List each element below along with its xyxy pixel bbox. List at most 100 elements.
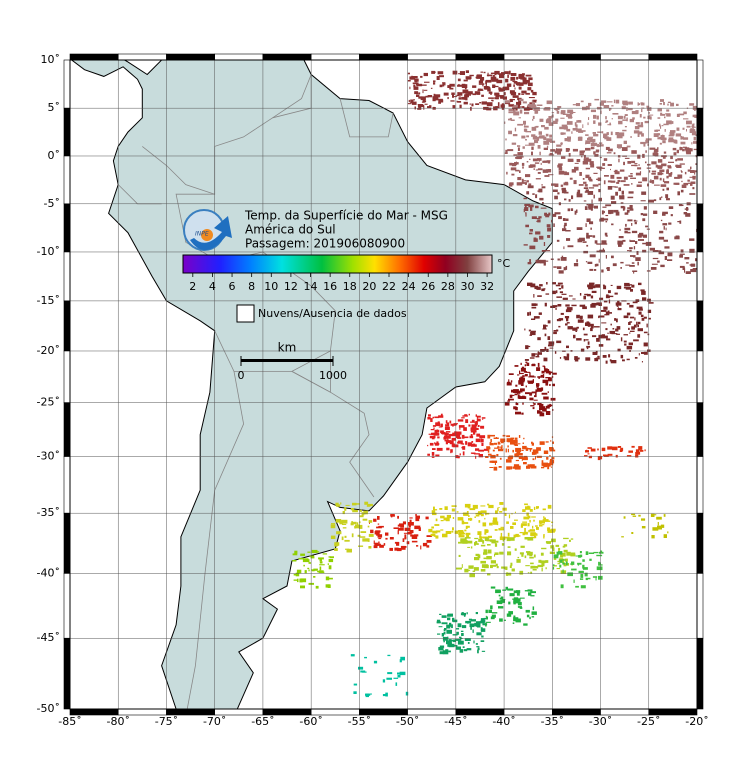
sst-speck (616, 333, 620, 335)
sst-speck (446, 441, 451, 443)
sst-speck (626, 312, 631, 316)
sst-speck (597, 355, 600, 358)
sst-speck (553, 120, 558, 124)
sst-speck (512, 522, 516, 525)
sst-speck (600, 550, 603, 552)
sst-speck (546, 160, 551, 162)
sst-speck (627, 219, 633, 222)
sst-speck (625, 287, 632, 290)
sst-speck (549, 347, 554, 349)
sst-speck (569, 563, 573, 565)
sst-speck (480, 425, 485, 429)
sst-speck (589, 138, 596, 143)
sst-speck (535, 355, 540, 358)
sst-speck (490, 104, 493, 106)
sst-speck (500, 526, 504, 528)
sst-speck (484, 532, 487, 535)
sst-speck (500, 599, 505, 603)
sst-speck (428, 414, 431, 417)
sst-speck (314, 551, 320, 553)
sst-speck (477, 531, 482, 535)
sst-speck (590, 109, 596, 113)
sst-speck (601, 240, 607, 244)
sst-speck (526, 126, 528, 128)
frame-segment (696, 59, 704, 109)
sst-speck (449, 83, 455, 87)
sst-speck (622, 208, 625, 211)
sst-speck (478, 83, 485, 85)
sst-speck (367, 538, 370, 542)
sst-speck (493, 442, 497, 445)
sst-speck (568, 199, 571, 202)
sst-speck (351, 521, 357, 525)
sst-speck (364, 656, 367, 659)
sst-speck (310, 556, 315, 559)
sst-speck (608, 290, 611, 294)
sst-speck (632, 328, 634, 330)
sst-speck (318, 571, 325, 574)
sst-speck (560, 552, 566, 557)
sst-speck (496, 566, 499, 569)
sst-speck (487, 449, 490, 453)
sst-speck (554, 150, 558, 154)
sst-speck (533, 294, 535, 298)
sst-speck (400, 545, 406, 550)
sst-speck (619, 449, 623, 452)
sst-speck (629, 118, 634, 123)
sst-speck (529, 372, 531, 376)
sst-speck (507, 448, 509, 453)
sst-speck (646, 323, 648, 328)
sst-speck (397, 530, 399, 535)
sst-speck (522, 180, 526, 182)
sst-speck (598, 551, 604, 554)
sst-speck (576, 338, 582, 341)
sst-speck (526, 465, 531, 469)
sst-speck (319, 566, 322, 571)
sst-speck (488, 504, 494, 509)
sst-speck (624, 227, 631, 231)
sst-speck (577, 562, 582, 565)
sst-speck (671, 121, 674, 124)
frame-segment (63, 350, 71, 403)
sst-speck (642, 249, 647, 253)
sst-speck (461, 564, 463, 568)
sst-speck (553, 266, 557, 268)
sst-speck (465, 419, 469, 423)
sst-speck (435, 535, 439, 539)
sst-speck (515, 384, 518, 387)
sst-speck (562, 545, 566, 548)
sst-speck (523, 437, 525, 440)
sst-speck (631, 326, 635, 330)
sst-speck (565, 561, 568, 566)
sst-speck (413, 84, 416, 88)
sst-speck (588, 455, 592, 459)
sst-speck (527, 312, 530, 316)
sst-speck (462, 415, 468, 417)
sst-speck (567, 245, 574, 248)
sst-speck (517, 123, 523, 126)
sst-speck (469, 74, 474, 77)
sst-speck (346, 548, 352, 553)
sst-speck (500, 104, 505, 108)
sst-speck (607, 124, 612, 126)
sst-speck (548, 174, 554, 176)
sst-speck (623, 516, 626, 519)
sst-speck (531, 151, 533, 156)
sst-speck (547, 527, 551, 531)
sst-speck (418, 96, 423, 99)
sst-speck (637, 324, 639, 328)
sst-speck (511, 513, 513, 515)
sst-speck (505, 448, 507, 453)
sst-speck (446, 431, 451, 433)
sst-speck (645, 225, 649, 228)
sst-speck (485, 615, 487, 618)
sst-speck (638, 282, 642, 286)
sst-speck (397, 527, 404, 531)
sst-speck (653, 151, 655, 153)
sst-speck (580, 585, 586, 589)
sst-speck (446, 624, 451, 629)
sst-speck (565, 230, 571, 232)
sst-speck (645, 150, 647, 153)
y-tick-label: -15˚ (37, 294, 60, 307)
sst-speck (499, 502, 504, 505)
